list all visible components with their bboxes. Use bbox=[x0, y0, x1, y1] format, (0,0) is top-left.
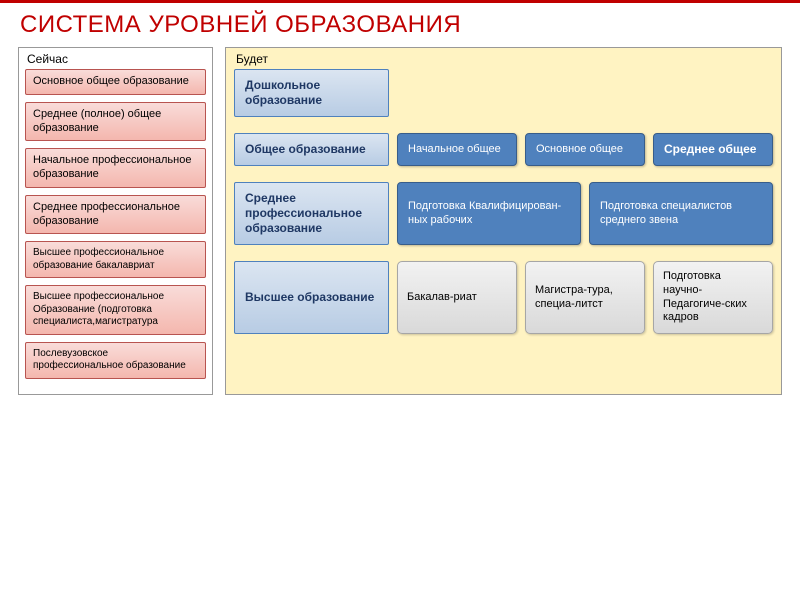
future-row: Среднее профессиональное образованиеПодг… bbox=[234, 182, 773, 245]
future-level-main: Высшее образование bbox=[234, 261, 389, 334]
future-row: Дошкольное образование bbox=[234, 69, 773, 117]
now-level-box: Начальное профессиональное образование bbox=[25, 148, 206, 188]
column-now-header: Сейчас bbox=[25, 52, 206, 69]
future-level-sub: Среднее общее bbox=[653, 133, 773, 166]
future-level-main: Дошкольное образование bbox=[234, 69, 389, 117]
future-row: Общее образованиеНачальное общееОсновное… bbox=[234, 133, 773, 166]
title-bar: СИСТЕМА УРОВНЕЙ ОБРАЗОВАНИЯ bbox=[0, 0, 800, 43]
future-level-sub: Подготовка научно-Педагогиче-ских кадров bbox=[653, 261, 773, 334]
future-level-sub: Магистра-тура, специа-литст bbox=[525, 261, 645, 334]
column-future: Будет Дошкольное образование Общее образо… bbox=[225, 47, 782, 395]
future-level-main: Среднее профессиональное образование bbox=[234, 182, 389, 245]
now-level-box: Послевузовское профессиональное образова… bbox=[25, 342, 206, 379]
now-level-box: Среднее (полное) общее образование bbox=[25, 102, 206, 142]
now-level-box: Основное общее образование bbox=[25, 69, 206, 95]
future-level-sub: Подготовка специалистов среднего звена bbox=[589, 182, 773, 245]
future-row: Высшее образованиеБакалав-риатМагистра-т… bbox=[234, 261, 773, 334]
future-level-sub: Основное общее bbox=[525, 133, 645, 166]
page-title: СИСТЕМА УРОВНЕЙ ОБРАЗОВАНИЯ bbox=[20, 11, 780, 39]
slide: СИСТЕМА УРОВНЕЙ ОБРАЗОВАНИЯ Сейчас Основ… bbox=[0, 0, 800, 600]
now-level-box: Высшее профессиональное образование бака… bbox=[25, 241, 206, 278]
now-level-box: Среднее профессиональное образование bbox=[25, 195, 206, 235]
column-future-header: Будет bbox=[234, 52, 773, 69]
future-level-main: Общее образование bbox=[234, 133, 389, 166]
future-level-sub: Начальное общее bbox=[397, 133, 517, 166]
future-level-sub: Подготовка Квалифицирован-ных рабочих bbox=[397, 182, 581, 245]
column-now: Сейчас Основное общее образование Среднее… bbox=[18, 47, 213, 395]
now-level-box: Высшее профессиональное Образование (под… bbox=[25, 285, 206, 335]
content-area: Сейчас Основное общее образование Среднее… bbox=[0, 43, 800, 405]
future-level-sub: Бакалав-риат bbox=[397, 261, 517, 334]
